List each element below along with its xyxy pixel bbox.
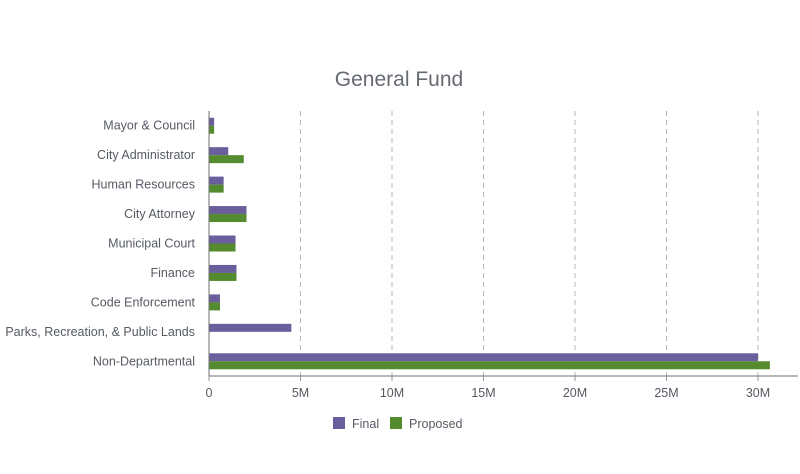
bar-proposed[interactable] [209, 125, 215, 134]
category-label: Municipal Court [108, 237, 195, 251]
x-tick-label: 15M [471, 386, 495, 400]
category-label: City Attorney [124, 207, 196, 221]
bar-final[interactable] [209, 147, 229, 156]
bars [209, 117, 770, 370]
bar-proposed[interactable] [209, 184, 224, 193]
bar-final[interactable] [209, 353, 758, 362]
bar-proposed[interactable] [209, 243, 236, 252]
bar-proposed[interactable] [209, 302, 220, 311]
category-label: Mayor & Council [103, 119, 195, 133]
legend-swatch-final[interactable] [333, 417, 345, 429]
x-tick-label: 5M [292, 386, 309, 400]
bar-final[interactable] [209, 117, 215, 126]
bar-proposed[interactable] [209, 272, 237, 281]
bar-final[interactable] [209, 264, 237, 273]
bar-proposed[interactable] [209, 214, 247, 223]
category-label: City Administrator [97, 148, 195, 162]
category-label: Finance [151, 266, 196, 280]
bar-final[interactable] [209, 294, 220, 303]
bar-proposed[interactable] [209, 361, 770, 370]
grid-lines [300, 111, 759, 376]
bar-proposed[interactable] [209, 155, 244, 164]
bar-final[interactable] [209, 206, 247, 215]
legend-swatch-proposed[interactable] [390, 417, 402, 429]
x-tick-label: 25M [654, 386, 678, 400]
category-label: Code Enforcement [91, 295, 196, 309]
x-tick-label: 30M [746, 386, 770, 400]
x-tick-labels: 0 5M 10M 15M 20M 25M 30M [206, 386, 771, 400]
bar-final[interactable] [209, 323, 292, 332]
legend-label-final[interactable]: Final [352, 417, 379, 431]
category-label: Parks, Recreation, & Public Lands [5, 325, 195, 339]
category-label: Human Resources [91, 178, 195, 192]
legend-label-proposed[interactable]: Proposed [409, 417, 463, 431]
x-tick-label: 20M [563, 386, 587, 400]
chart-title: General Fund [335, 68, 463, 91]
category-labels: Mayor & Council City Administrator Human R… [5, 119, 195, 369]
x-tick-label: 0 [206, 386, 213, 400]
legend[interactable]: Final Proposed [333, 417, 463, 431]
category-label: Non-Departmental [93, 354, 195, 368]
x-tick-label: 10M [380, 386, 404, 400]
bar-final[interactable] [209, 235, 236, 244]
bar-final[interactable] [209, 176, 224, 185]
axes [208, 111, 798, 381]
